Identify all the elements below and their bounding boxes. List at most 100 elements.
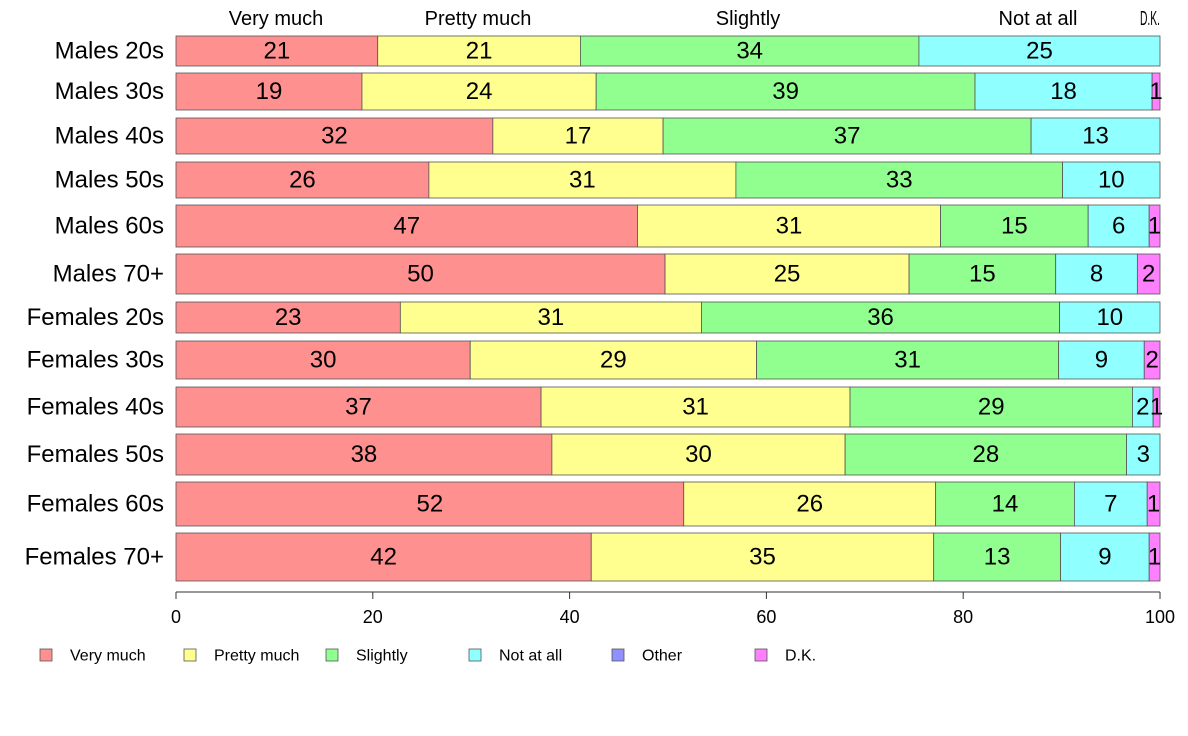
top-category-label: Pretty much [425, 8, 532, 30]
data-label: 8 [1090, 261, 1103, 288]
bar-segment [580, 35, 920, 67]
legend-label: Slightly [356, 648, 408, 665]
bar-segment [1060, 532, 1150, 582]
x-tick-label: 0 [171, 607, 181, 627]
data-label: 9 [1098, 544, 1111, 571]
legend-swatch [183, 648, 197, 662]
data-label: 47 [393, 213, 420, 240]
bar-segment [175, 253, 666, 295]
legend-label: D.K. [785, 648, 816, 665]
data-label: 2 [1145, 347, 1158, 374]
data-label: 23 [275, 304, 302, 331]
bar-segment [756, 340, 1060, 380]
bar-segment [377, 35, 581, 67]
top-category-label: Not at all [999, 8, 1078, 30]
bar-segment [175, 532, 592, 582]
data-label: 33 [886, 167, 913, 194]
bar-segment [540, 386, 851, 428]
data-label: 24 [466, 78, 493, 105]
bar-segment [1143, 340, 1161, 380]
data-label: 31 [682, 394, 709, 421]
top-labels: Very much Pretty much Slightly Not at all D.… [229, 8, 1160, 30]
category-labels: Males 20s Males 30s Males 40s Males 50s Male… [25, 38, 164, 571]
bar-segment [683, 481, 937, 527]
category-label: Males 20s [55, 38, 164, 65]
bar-segment [595, 72, 976, 111]
data-label: 17 [565, 123, 592, 150]
data-label: 26 [796, 491, 823, 518]
data-label: 50 [407, 261, 434, 288]
data-label: 1 [1149, 78, 1162, 105]
bar-segment [662, 117, 1032, 155]
data-label: 35 [749, 544, 776, 571]
data-label: 14 [992, 491, 1019, 518]
bar-segment [492, 117, 664, 155]
data-label: 39 [772, 78, 799, 105]
bar-segment [469, 340, 757, 380]
data-label: 31 [569, 167, 596, 194]
data-label: 10 [1098, 167, 1125, 194]
bar-segment [940, 204, 1089, 248]
data-label: 38 [351, 441, 378, 468]
data-label: 6 [1112, 213, 1125, 240]
x-tick-label: 60 [756, 607, 776, 627]
bar-segment [175, 72, 363, 111]
data-label: 25 [774, 261, 801, 288]
bar-segment [1058, 340, 1145, 380]
bar-segment [974, 72, 1153, 111]
data-label: 18 [1050, 78, 1077, 105]
x-tick-label: 100 [1145, 607, 1175, 627]
data-label: 1 [1148, 213, 1161, 240]
data-label: 32 [321, 123, 348, 150]
data-label: 31 [894, 347, 921, 374]
category-label: Females 40s [27, 394, 164, 421]
legend-swatch [39, 648, 53, 662]
data-label: 10 [1096, 304, 1123, 331]
legend-label: Not at all [499, 648, 562, 665]
data-label: 13 [984, 544, 1011, 571]
bar-segment [1136, 253, 1161, 295]
x-tick-label: 80 [953, 607, 973, 627]
data-label: 30 [310, 347, 337, 374]
bar-segment [933, 532, 1062, 582]
legend-swatch [754, 648, 768, 662]
category-label: Males 50s [55, 167, 164, 194]
bar-segment [1055, 253, 1138, 295]
bar-segment [908, 253, 1057, 295]
data-label: 26 [289, 167, 316, 194]
data-label: 9 [1095, 347, 1108, 374]
legend-label: Very much [70, 648, 146, 665]
data-label: 34 [736, 38, 763, 65]
category-label: Females 60s [27, 491, 164, 518]
data-label: 21 [466, 38, 493, 65]
bar-segment [551, 433, 846, 476]
bar-segment [1148, 204, 1161, 248]
bar-segment [1146, 481, 1161, 527]
data-label: 1 [1150, 394, 1163, 421]
data-label: 15 [1001, 213, 1028, 240]
category-label: Males 40s [55, 123, 164, 150]
category-label: Females 30s [27, 347, 164, 374]
x-tick-label: 20 [363, 607, 383, 627]
top-category-label: D.K. [1140, 8, 1160, 30]
data-label: 31 [776, 213, 803, 240]
data-label: 25 [1026, 38, 1053, 65]
bar-segment [175, 340, 471, 380]
bar-segment [637, 204, 941, 248]
legend: Very much Pretty much Slightly Not at all Ot… [39, 648, 816, 665]
bar-segment [735, 161, 1063, 199]
bar-segment [1152, 386, 1161, 428]
category-label: Females 20s [27, 304, 164, 331]
x-axis: 0 20 40 60 80 100 [171, 591, 1175, 627]
data-label: 15 [969, 261, 996, 288]
data-label: 28 [972, 441, 999, 468]
bar-segment [175, 161, 430, 199]
data-label: 19 [256, 78, 283, 105]
bar-segment [1062, 161, 1161, 199]
data-label: 30 [685, 441, 712, 468]
bar-segment [361, 72, 597, 111]
legend-swatch [325, 648, 339, 662]
data-label: 1 [1148, 544, 1161, 571]
bar-segment [175, 301, 401, 334]
